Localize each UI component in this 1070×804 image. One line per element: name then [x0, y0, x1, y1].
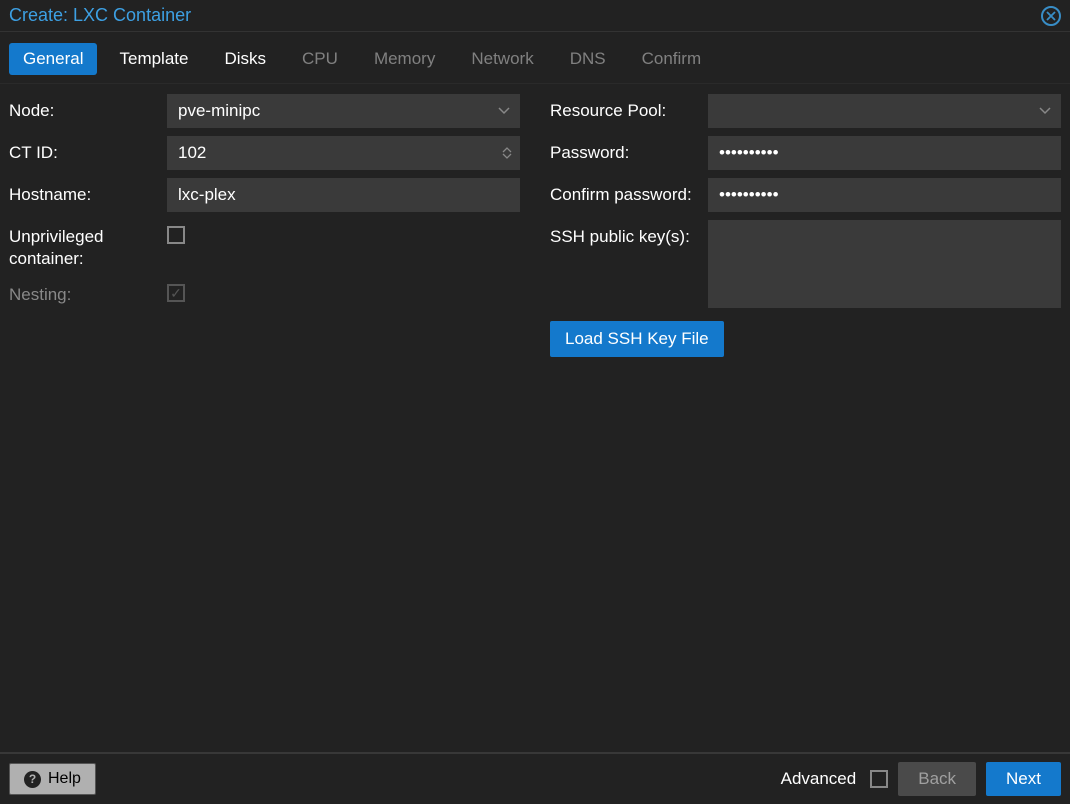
row-node: Node:	[9, 94, 520, 128]
create-lxc-dialog: Create: LXC Container General Template D…	[0, 0, 1070, 804]
confirm-password-input[interactable]	[708, 178, 1061, 212]
tab-confirm: Confirm	[628, 43, 716, 75]
dialog-footer: ? Help Advanced Back Next	[0, 752, 1070, 804]
unprivileged-checkbox[interactable]	[167, 226, 185, 244]
tab-bar: General Template Disks CPU Memory Networ…	[0, 32, 1070, 84]
tab-cpu: CPU	[288, 43, 352, 75]
ctid-input[interactable]	[167, 136, 520, 170]
help-label: Help	[48, 770, 81, 788]
row-confirm-password: Confirm password:	[550, 178, 1061, 212]
load-ssh-key-button[interactable]: Load SSH Key File	[550, 321, 724, 357]
advanced-label: Advanced	[781, 769, 857, 789]
tab-general[interactable]: General	[9, 43, 97, 75]
dialog-header: Create: LXC Container	[0, 0, 1070, 32]
tab-template[interactable]: Template	[105, 43, 202, 75]
label-hostname: Hostname:	[9, 178, 167, 206]
pool-select[interactable]	[708, 94, 1061, 128]
password-input[interactable]	[708, 136, 1061, 170]
row-nesting: Nesting:	[9, 278, 520, 306]
row-load-ssh: Load SSH Key File	[550, 321, 1061, 357]
hostname-input[interactable]	[167, 178, 520, 212]
footer-right: Advanced Back Next	[781, 762, 1061, 796]
form-col-right: Resource Pool: Password: Confirm passwor…	[550, 94, 1061, 752]
form-body: Node: CT ID:	[0, 84, 1070, 752]
label-pool: Resource Pool:	[550, 94, 708, 122]
row-pool: Resource Pool:	[550, 94, 1061, 128]
row-hostname: Hostname:	[9, 178, 520, 212]
footer-left: ? Help	[9, 763, 96, 795]
row-unprivileged: Unprivileged container:	[9, 220, 520, 270]
label-sshkeys: SSH public key(s):	[550, 220, 708, 248]
next-button[interactable]: Next	[986, 762, 1061, 796]
label-nesting: Nesting:	[9, 278, 167, 306]
node-select[interactable]	[167, 94, 520, 128]
tab-network: Network	[457, 43, 547, 75]
label-unprivileged: Unprivileged container:	[9, 220, 167, 270]
help-button[interactable]: ? Help	[9, 763, 96, 795]
tab-memory: Memory	[360, 43, 449, 75]
row-password: Password:	[550, 136, 1061, 170]
label-node: Node:	[9, 94, 167, 122]
advanced-checkbox[interactable]	[870, 770, 888, 788]
row-ctid: CT ID:	[9, 136, 520, 170]
close-icon[interactable]	[1041, 6, 1061, 26]
tab-disks[interactable]: Disks	[210, 43, 280, 75]
sshkeys-textarea[interactable]	[708, 220, 1061, 308]
row-sshkeys: SSH public key(s):	[550, 220, 1061, 313]
label-confirm-password: Confirm password:	[550, 178, 708, 206]
dialog-title: Create: LXC Container	[9, 5, 191, 26]
nesting-checkbox	[167, 284, 185, 302]
label-password: Password:	[550, 136, 708, 164]
tab-dns: DNS	[556, 43, 620, 75]
help-icon: ?	[24, 771, 41, 788]
label-ctid: CT ID:	[9, 136, 167, 164]
form-col-left: Node: CT ID:	[9, 94, 520, 752]
back-button[interactable]: Back	[898, 762, 976, 796]
